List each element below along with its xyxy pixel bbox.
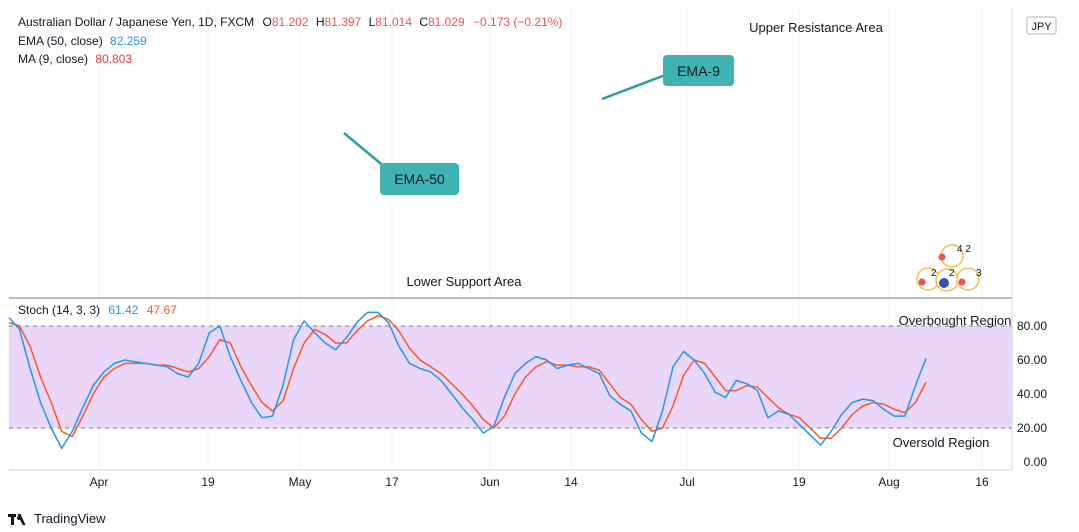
svg-text:EMA-50: EMA-50 bbox=[394, 171, 445, 187]
ema50-callout: EMA-50 bbox=[343, 132, 459, 195]
stoch-legend[interactable]: Stoch (14, 3, 3) 61.42 47.67 bbox=[18, 303, 177, 317]
oversold-label: Oversold Region bbox=[893, 435, 990, 450]
stoch-tick-label: 80.00 bbox=[1017, 319, 1047, 333]
stoch-tick-label: 40.00 bbox=[1017, 387, 1047, 401]
upper-resistance-label: Upper Resistance Area bbox=[749, 20, 883, 35]
ma9-legend[interactable]: MA (9, close) 80.803 bbox=[18, 52, 132, 66]
svg-text:EMA-9: EMA-9 bbox=[677, 63, 720, 79]
stoch-k-line[interactable] bbox=[8, 311, 927, 450]
time-tick-label: 16 bbox=[975, 475, 989, 489]
svg-text:3: 3 bbox=[976, 268, 982, 279]
stoch-band bbox=[9, 326, 1012, 428]
time-tick-label: Jul bbox=[679, 475, 694, 489]
svg-text:4 2: 4 2 bbox=[957, 244, 971, 255]
time-tick-label: 17 bbox=[385, 475, 399, 489]
time-tick-label: Jun bbox=[480, 475, 499, 489]
time-tick-label: May bbox=[289, 475, 312, 489]
tradingview-brand: TradingView bbox=[34, 511, 106, 526]
svg-text:2: 2 bbox=[931, 268, 937, 279]
overbought-label: Overbought Region bbox=[899, 313, 1012, 328]
time-tick-label: Aug bbox=[878, 475, 899, 489]
stoch-tick-label: 60.00 bbox=[1017, 353, 1047, 367]
stoch-tick-label: 0.00 bbox=[1024, 455, 1048, 469]
time-tick-label: 14 bbox=[564, 475, 578, 489]
lower-support-label: Lower Support Area bbox=[407, 274, 523, 289]
time-tick-label: 19 bbox=[792, 475, 806, 489]
time-tick-label: Apr bbox=[90, 475, 109, 489]
stoch-d-line[interactable] bbox=[8, 315, 927, 439]
time-axis[interactable]: Apr 19 May 17 Jun 14 Jul 19 Aug 16 bbox=[90, 475, 989, 489]
ema50-legend[interactable]: EMA (50, close) 82.259 bbox=[18, 34, 147, 48]
ema9-callout: EMA-9 bbox=[601, 55, 734, 101]
svg-text:2: 2 bbox=[949, 268, 955, 279]
event-markers-icon[interactable]: 4 2 2 2 3 bbox=[916, 244, 982, 292]
time-tick-label: 19 bbox=[201, 475, 215, 489]
price-levels bbox=[9, 325, 1012, 429]
chart-legend: Australian Dollar / Japanese Yen, 1D, FX… bbox=[18, 15, 562, 66]
stoch-axis[interactable]: 0.00 20.00 40.00 60.00 80.00 bbox=[1017, 319, 1047, 469]
tradingview-logo-icon bbox=[8, 512, 28, 526]
svg-text:JPY: JPY bbox=[1031, 21, 1052, 33]
stoch-lines bbox=[8, 311, 927, 450]
tradingview-footer[interactable]: TradingView bbox=[8, 511, 106, 526]
stoch-tick-label: 20.00 bbox=[1017, 421, 1047, 435]
symbol-title[interactable]: Australian Dollar / Japanese Yen, 1D, FX… bbox=[18, 15, 562, 29]
currency-badge[interactable]: JPY bbox=[1026, 16, 1057, 35]
